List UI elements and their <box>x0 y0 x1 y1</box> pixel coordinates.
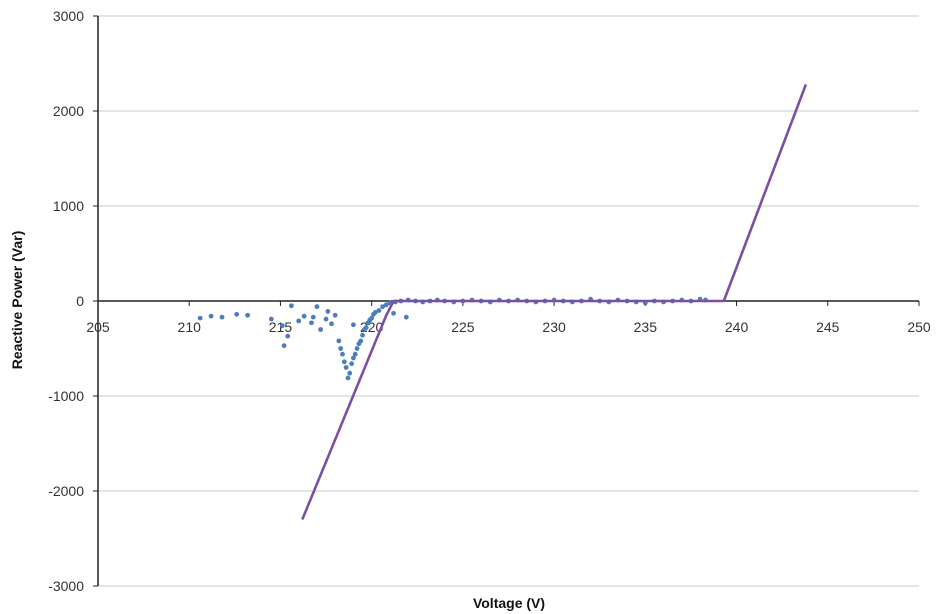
scatter-point-20 <box>340 351 345 357</box>
scatter-point-9 <box>288 303 294 309</box>
scatter-point-28 <box>354 346 360 351</box>
scatter-point-40 <box>380 304 386 310</box>
scatter-point-81 <box>391 310 396 316</box>
scatter-series <box>197 296 708 381</box>
y-tick-label-3: 0 <box>76 293 84 309</box>
scatter-point-1 <box>208 313 214 319</box>
scatter-point-38 <box>372 310 378 315</box>
scatter-point-25 <box>349 361 354 367</box>
scatter-point-27 <box>352 351 358 357</box>
scatter-point-5 <box>268 316 274 322</box>
scatter-point-22 <box>343 365 349 370</box>
scatter-point-2 <box>219 314 225 320</box>
y-tick-label-2: -1000 <box>48 388 84 404</box>
scatter-point-39 <box>376 308 382 313</box>
scatter-point-26 <box>351 355 356 361</box>
x-tick-label-6: 235 <box>634 319 658 335</box>
scatter-point-82 <box>310 314 316 320</box>
scatter-point-19 <box>338 346 344 351</box>
y-tick-label-0: -3000 <box>48 578 84 594</box>
scatter-point-41 <box>383 302 389 308</box>
y-axis-title: Reactive Power (Var) <box>9 231 25 370</box>
scatter-point-36 <box>369 315 375 321</box>
scatter-point-14 <box>318 327 323 332</box>
scatter-point-83 <box>325 309 331 314</box>
scatter-point-10 <box>296 318 302 324</box>
x-tick-label-5: 230 <box>542 319 566 335</box>
scatter-point-18 <box>336 338 342 344</box>
scatter-point-80 <box>403 314 409 320</box>
scatter-point-84 <box>351 322 356 328</box>
x-tick-label-1: 210 <box>178 319 202 335</box>
scatter-point-0 <box>197 315 203 321</box>
y-tick-labels: -3000 -2000 -1000 0 1000 2000 3000 <box>48 8 84 594</box>
scatter-point-16 <box>329 321 334 327</box>
x-axis-title: Voltage (V) <box>473 595 545 611</box>
x-tick-label-4: 225 <box>451 319 475 335</box>
y-tick-label-6: 3000 <box>53 8 84 24</box>
scatter-point-30 <box>358 338 364 344</box>
y-axis <box>93 15 99 587</box>
scatter-point-21 <box>341 359 347 365</box>
scatter-point-8 <box>285 333 291 339</box>
scatter-point-15 <box>323 316 329 322</box>
gridlines <box>98 15 919 587</box>
x-tick-label-8: 245 <box>816 319 840 335</box>
scatter-point-13 <box>314 304 320 310</box>
x-tick-label-0: 205 <box>86 319 110 335</box>
line-series-1 <box>301 83 808 520</box>
scatter-point-24 <box>347 370 353 376</box>
y-tick-label-1: -2000 <box>48 483 84 499</box>
x-tick-labels: 205210215220225230235240245250 <box>86 319 931 335</box>
y-tick-label-4: 1000 <box>53 198 84 214</box>
scatter-point-33 <box>363 325 369 330</box>
x-tick-label-7: 240 <box>725 319 749 335</box>
scatter-point-23 <box>345 375 351 381</box>
y-tick-label-5: 2000 <box>53 103 84 119</box>
scatter-point-11 <box>301 313 307 319</box>
scatter-point-7 <box>281 343 287 349</box>
scatter-point-31 <box>360 332 365 338</box>
scatter-point-17 <box>332 312 338 318</box>
x-tick-label-9: 250 <box>907 319 931 335</box>
scatter-point-6 <box>279 323 285 329</box>
line-series <box>301 83 808 520</box>
scatter-point-12 <box>309 320 314 326</box>
scatter-point-3 <box>234 311 240 317</box>
scatter-point-4 <box>245 312 251 318</box>
